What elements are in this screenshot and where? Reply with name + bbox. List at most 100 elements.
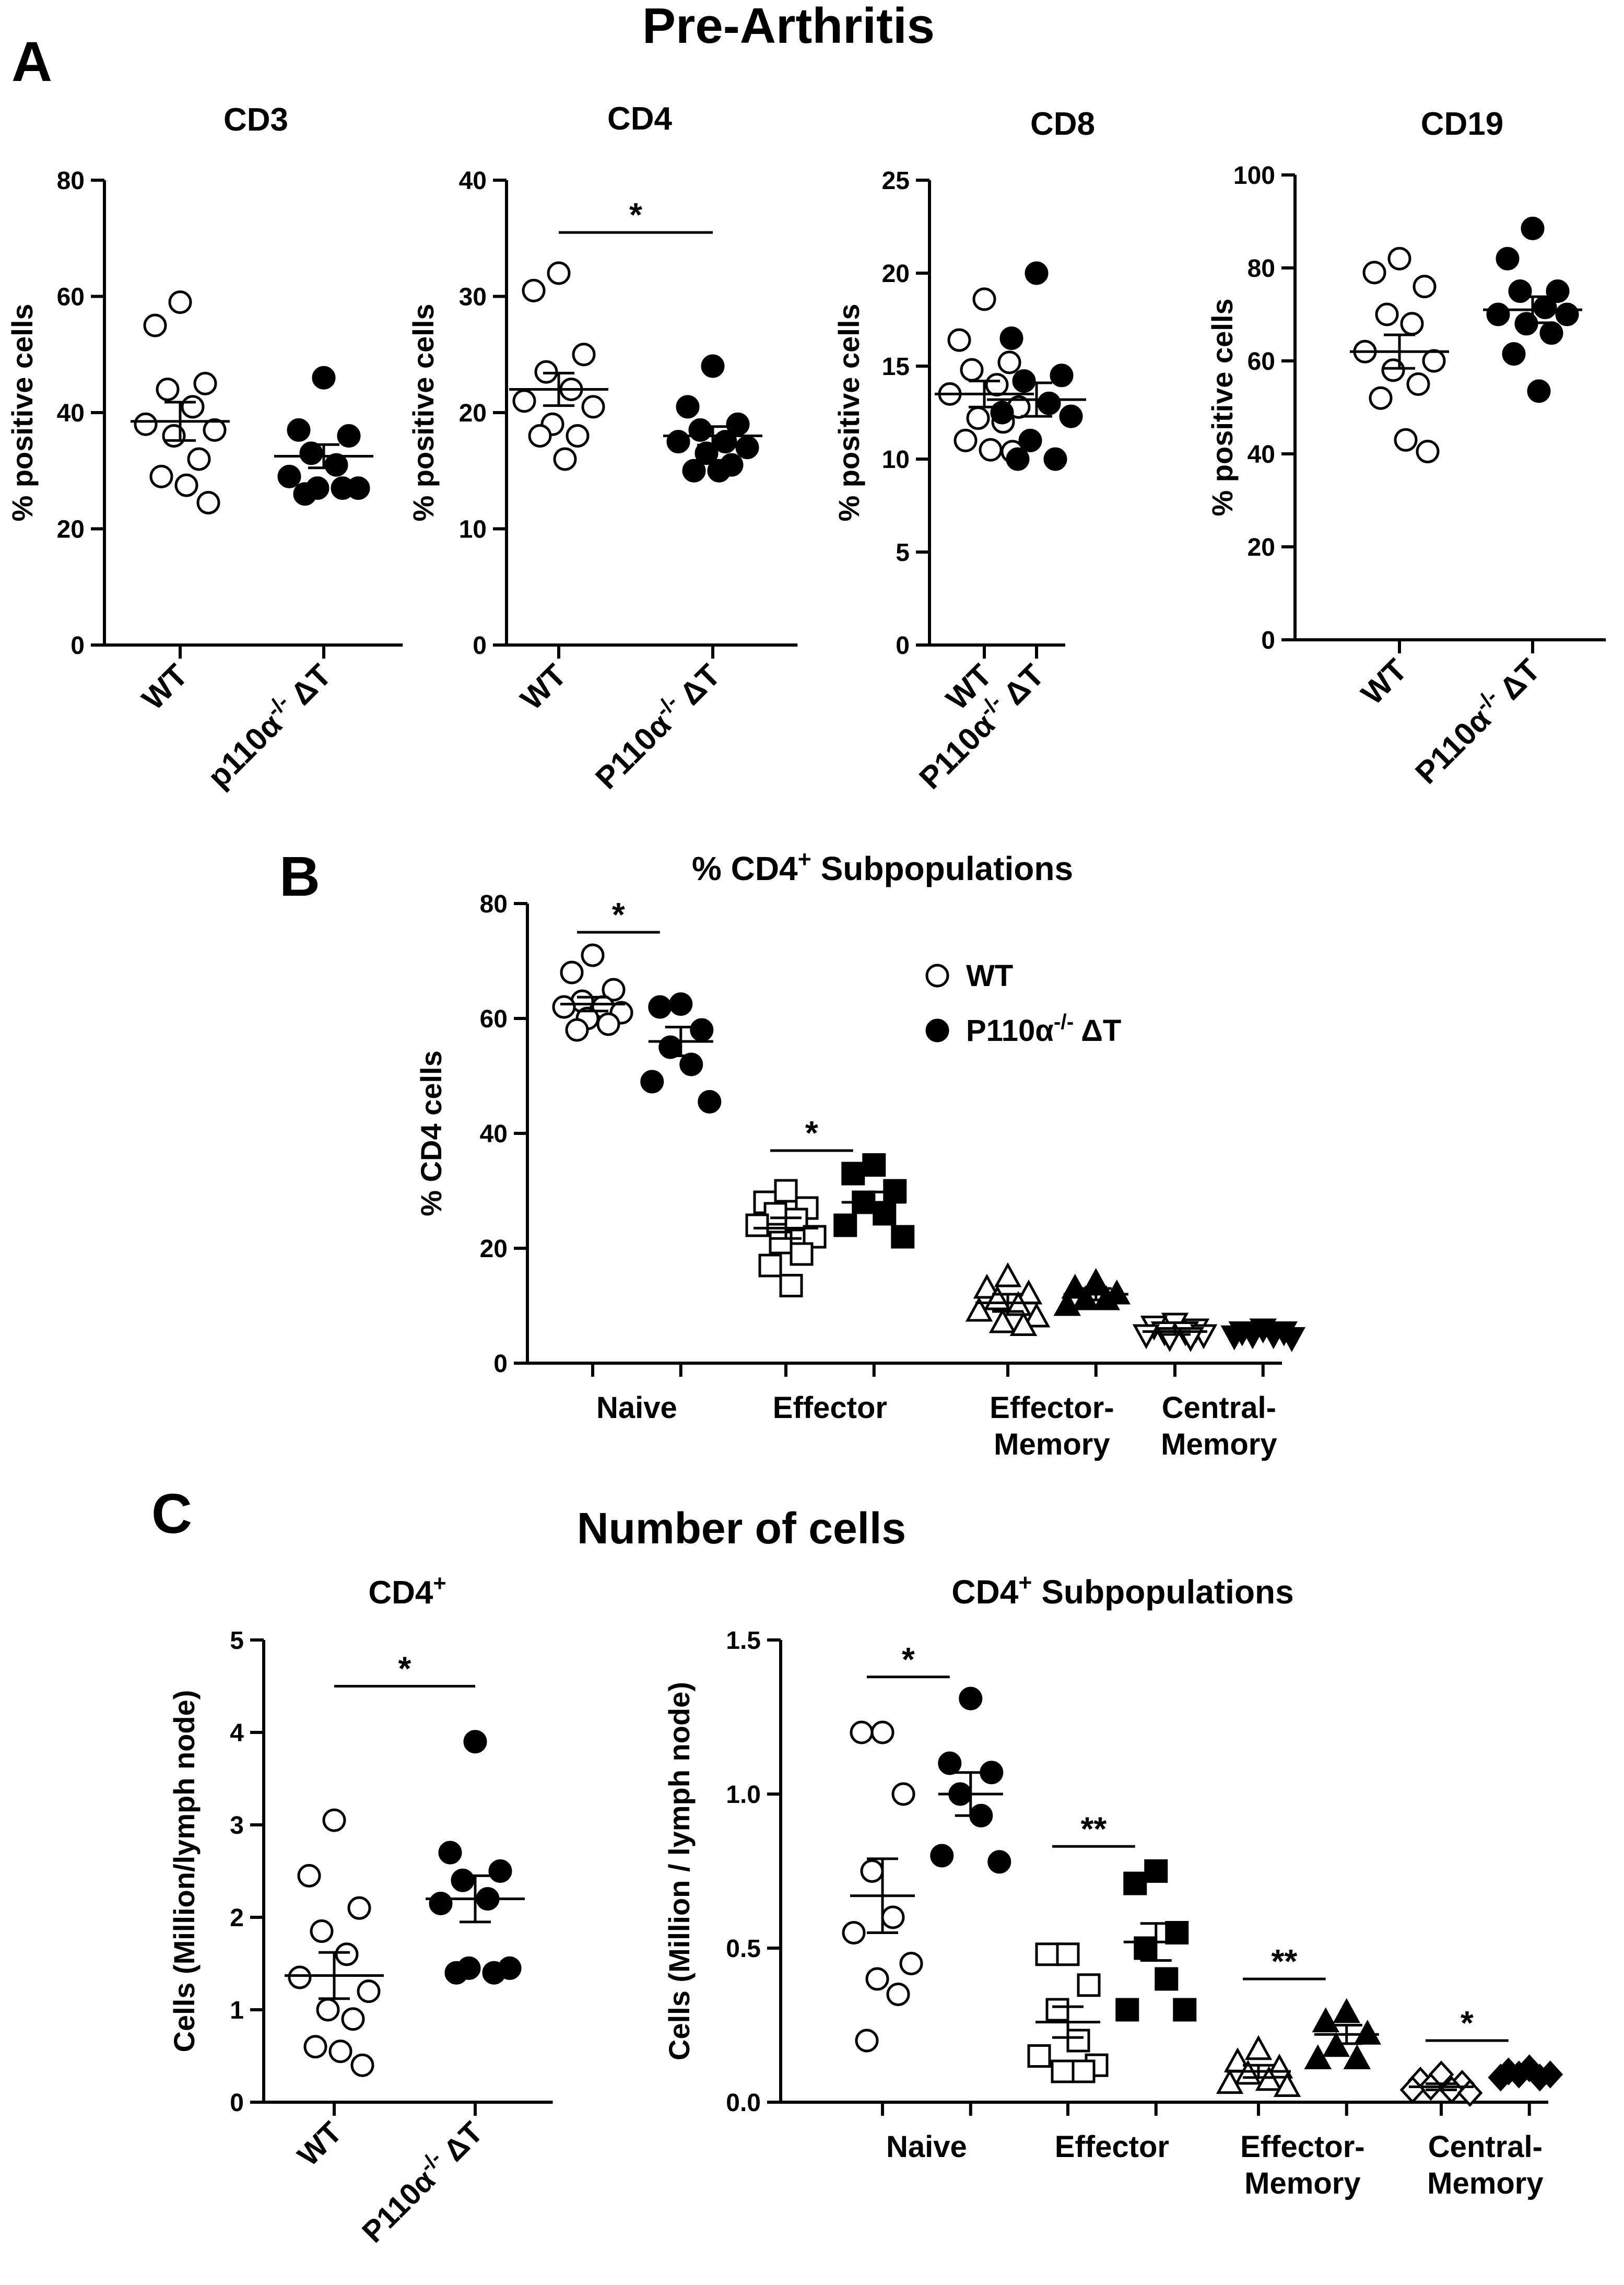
significance-label: * — [629, 196, 642, 233]
data-point — [337, 424, 361, 448]
data-point — [979, 438, 1003, 462]
data-point — [648, 995, 672, 1019]
x-tick-label: WT — [1355, 652, 1414, 711]
y-tick-label: 40 — [1248, 441, 1275, 468]
data-point — [482, 1961, 506, 1985]
data-point — [758, 1253, 782, 1278]
chart-title: CD3 — [223, 102, 288, 138]
data-point — [1123, 1871, 1147, 1895]
y-tick-label: 40 — [459, 167, 487, 195]
y-axis-label: Cells (Million / lymph node) — [663, 1682, 696, 2060]
data-point — [1165, 1921, 1189, 1944]
data-point — [1546, 279, 1570, 303]
data-point — [1508, 279, 1532, 303]
x-tick-label: WT — [291, 2115, 348, 2173]
data-point — [1061, 1273, 1089, 1299]
data-point — [1066, 2029, 1090, 2053]
data-point — [553, 447, 577, 471]
y-tick-label: 40 — [57, 400, 85, 427]
data-point — [566, 424, 590, 448]
data-point — [954, 428, 978, 452]
data-point — [1362, 261, 1386, 285]
data-point — [581, 943, 605, 967]
y-axis-label: % positive cells — [832, 303, 865, 521]
data-point — [891, 1782, 915, 1806]
chart-cd19: CD19 0 20 40 60 80 100 % positive cells WTP110α-… — [1206, 106, 1606, 791]
data-point — [1343, 2044, 1371, 2069]
data-point — [695, 441, 719, 465]
data-point — [303, 2035, 327, 2059]
data-point — [322, 1808, 346, 1832]
data-point — [1521, 216, 1545, 240]
data-point — [277, 464, 301, 488]
data-point — [560, 960, 584, 985]
data-point — [987, 1850, 1011, 1874]
data-point — [350, 2053, 374, 2077]
data-point — [1072, 1285, 1099, 1310]
y-tick-label: 80 — [57, 167, 85, 195]
data-point — [1387, 247, 1411, 271]
y-tick-label: 0 — [896, 632, 910, 660]
x-group-label-line2: Memory — [1244, 2166, 1360, 2200]
data-point — [512, 389, 536, 413]
data-point — [707, 459, 731, 483]
data-point — [1027, 2044, 1051, 2068]
data-point — [547, 261, 571, 285]
data-point — [1077, 1973, 1101, 1997]
data-point — [842, 1921, 866, 1944]
data-point — [316, 1998, 340, 2022]
chart-cd4_count: CD4+ 0 1 2 3 4 5 Cells (Million/lymph node) WTP1… — [168, 1571, 553, 2249]
data-point — [881, 1905, 905, 1929]
data-point — [1009, 1311, 1038, 1336]
significance-label: ** — [1271, 1942, 1297, 1980]
x-tick-label: WT — [514, 658, 573, 717]
data-point — [938, 1751, 962, 1775]
x-group-label-line2: Memory — [1161, 1427, 1277, 1461]
data-point — [528, 424, 552, 448]
x-group-label-line2: Memory — [1427, 2166, 1543, 2200]
data-point — [347, 1896, 371, 1920]
y-tick-label: 2 — [230, 1904, 244, 1932]
x-group-label: Naive — [886, 2130, 967, 2164]
data-point — [444, 1961, 468, 1985]
data-point — [299, 441, 323, 465]
y-tick-label: 25 — [882, 167, 910, 195]
data-point — [994, 1262, 1022, 1287]
data-point — [1400, 312, 1424, 336]
y-tick-label: 0.5 — [726, 1935, 761, 1963]
data-point — [1115, 1998, 1139, 2022]
data-point — [1333, 1998, 1360, 2023]
data-point — [999, 326, 1023, 350]
y-tick-label: 60 — [57, 284, 85, 311]
data-point — [865, 1967, 889, 1991]
data-point — [988, 1308, 1017, 1333]
data-point — [1422, 349, 1446, 373]
x-group-label: Central- — [1428, 2130, 1543, 2164]
data-point — [1244, 2035, 1273, 2060]
data-point — [1092, 1285, 1120, 1310]
data-point — [143, 313, 167, 337]
data-point — [328, 2040, 352, 2064]
data-point — [891, 1225, 915, 1249]
data-point — [679, 1052, 703, 1076]
y-tick-label: 60 — [1248, 348, 1275, 376]
y-tick-label: 0 — [1261, 627, 1275, 654]
data-point — [1486, 302, 1510, 326]
data-point — [429, 1891, 453, 1915]
data-point — [973, 1273, 1001, 1299]
data-point — [959, 1686, 983, 1710]
x-tick-label: P110α-/- ΔT — [352, 2113, 489, 2249]
data-point — [682, 459, 706, 483]
y-axis-label: % positive cells — [407, 303, 440, 521]
y-tick-label: 0 — [70, 632, 85, 660]
data-point — [1406, 372, 1430, 396]
x-group-label: Effector- — [1240, 2130, 1364, 2164]
data-point — [769, 1231, 793, 1255]
y-axis-label: % positive cells — [6, 303, 39, 521]
significance-label: ** — [1080, 1810, 1107, 1847]
data-point — [886, 1983, 910, 2006]
x-group-label: Naive — [596, 1391, 677, 1425]
data-point — [745, 1213, 769, 1237]
y-tick-label: 30 — [459, 284, 487, 311]
